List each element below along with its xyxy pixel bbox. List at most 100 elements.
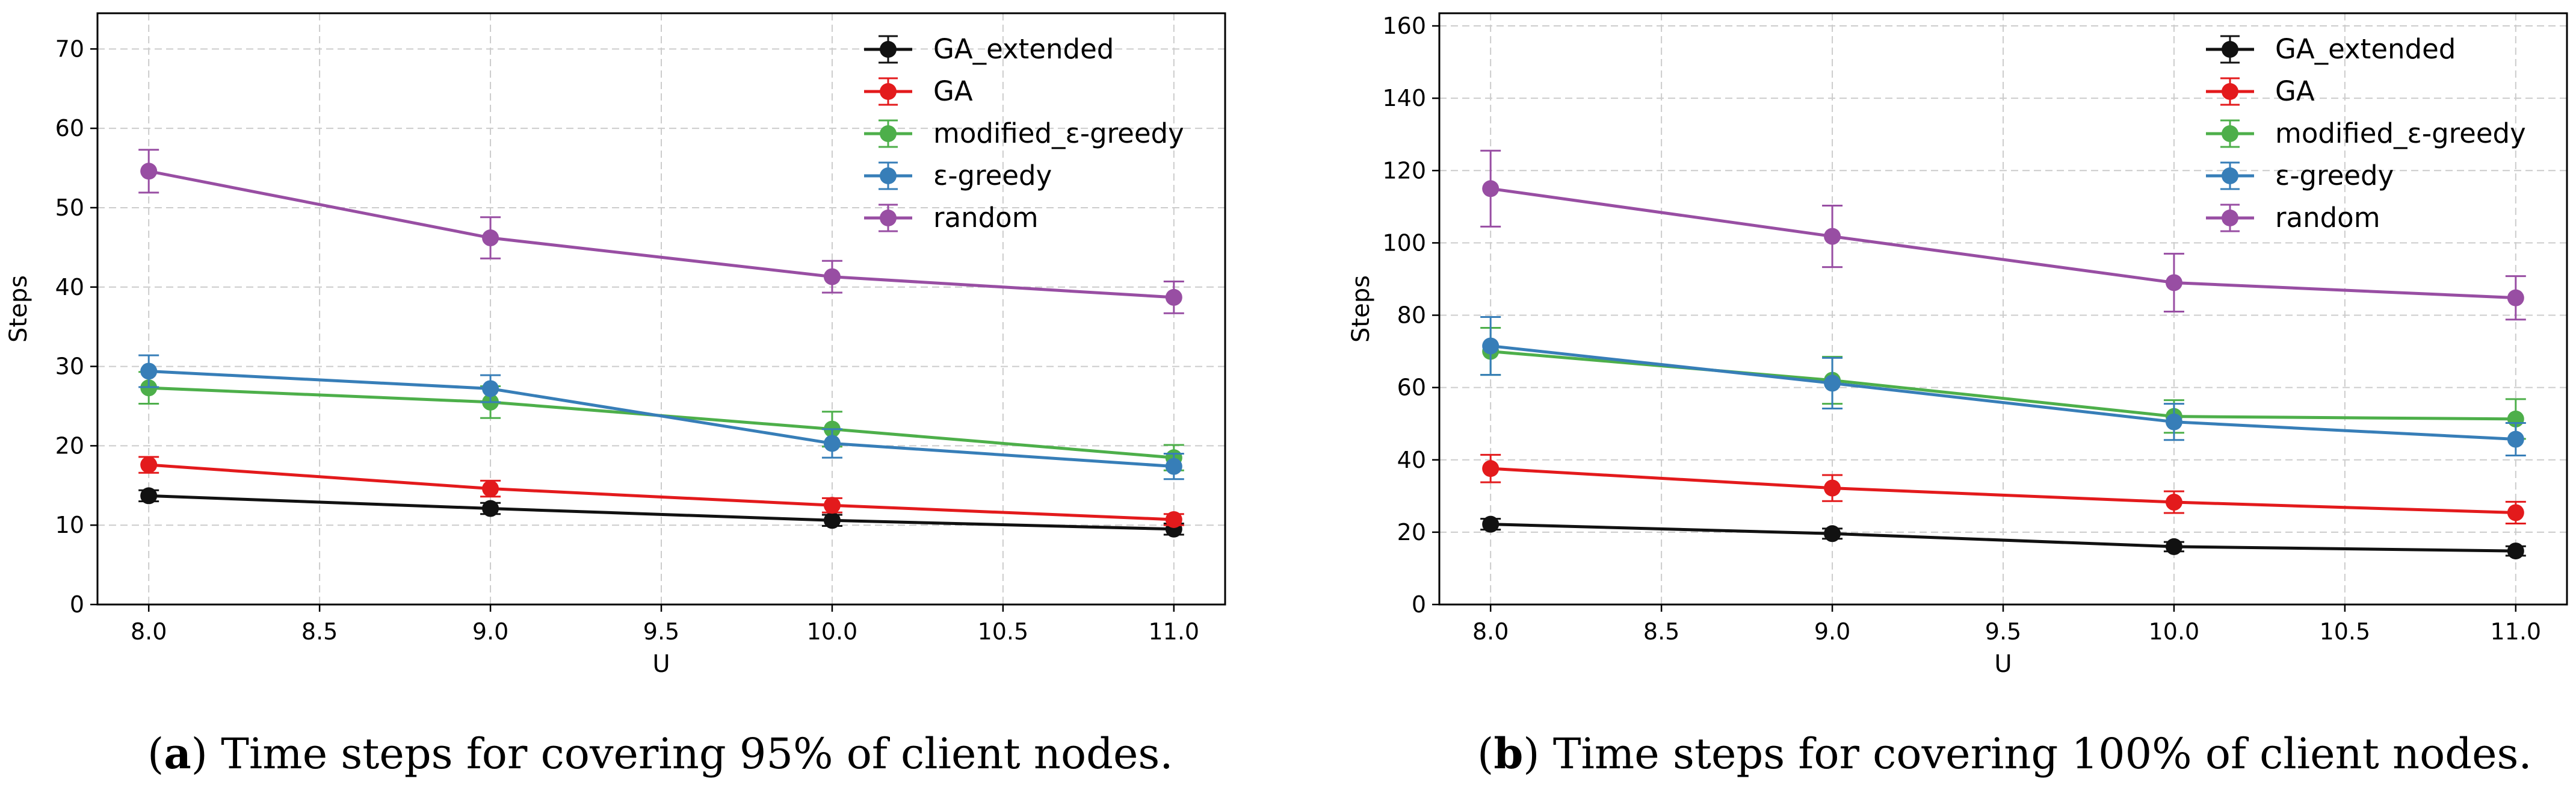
y-tick-label: 0 <box>70 591 84 618</box>
legend-label-ga: GA <box>2275 75 2315 107</box>
data-point <box>823 497 841 514</box>
x-tick-label: 9.0 <box>1814 618 1850 645</box>
plot-frame <box>1438 12 2568 606</box>
y-tick-label: 0 <box>1412 591 1426 618</box>
x-tick-label: 8.0 <box>1472 618 1509 645</box>
y-tick-label: 70 <box>55 36 84 62</box>
x-tick-label: 10.5 <box>2320 618 2371 645</box>
series-line <box>1490 344 2516 441</box>
x-axis-label: U <box>1994 650 2012 678</box>
legend-marker <box>2222 83 2238 100</box>
series-ga-extended <box>1480 515 2526 560</box>
legend-label-random: random <box>2275 202 2380 234</box>
legend-label-ga-extended: GA_extended <box>933 33 1114 65</box>
x-tick-label: 10.5 <box>978 618 1029 645</box>
y-tick-label: 60 <box>1397 375 1426 401</box>
series-line <box>1490 523 2516 553</box>
data-point <box>1824 228 1841 245</box>
data-point <box>823 435 841 452</box>
x-tick-label: 11.0 <box>2491 618 2542 645</box>
data-point <box>2507 542 2524 560</box>
legend-marker <box>880 125 897 142</box>
y-tick-label: 100 <box>1382 229 1426 256</box>
legend-marker <box>2222 167 2238 184</box>
y-tick-label: 140 <box>1382 85 1426 111</box>
plot-frame <box>96 12 1226 606</box>
data-point <box>1824 375 1841 392</box>
y-tick-label: 160 <box>1382 13 1426 39</box>
y-tick-label: 20 <box>1397 519 1426 546</box>
data-point <box>482 380 499 397</box>
x-tick-label: 8.5 <box>1643 618 1679 645</box>
series-line <box>1490 467 2516 514</box>
y-tick-label: 80 <box>1397 302 1426 329</box>
legend-marker <box>880 41 897 58</box>
data-point <box>1165 288 1182 306</box>
y-tick-label: 10 <box>55 512 84 538</box>
series-line <box>149 386 1175 459</box>
legend-marker <box>2222 41 2238 58</box>
legend: GA_extended GA modified_ε-greedy ε-greedy ra… <box>2206 33 2526 234</box>
legend: GA_extended GA modified_ε-greedy ε-greedy ra… <box>864 33 1184 234</box>
x-tick-label: 9.0 <box>472 618 508 645</box>
data-point <box>1482 515 1500 533</box>
x-tick-label: 8.5 <box>301 618 338 645</box>
data-point <box>2507 431 2524 448</box>
data-point <box>1824 525 1841 542</box>
legend-marker <box>2222 125 2238 142</box>
legend-label-modified-greedy: modified_ε-greedy <box>933 117 1184 149</box>
series-random <box>138 149 1184 314</box>
data-point <box>823 268 841 285</box>
series-line <box>149 463 1174 521</box>
data-point <box>482 229 499 247</box>
data-point <box>2165 494 2182 511</box>
legend-label-greedy: ε-greedy <box>2275 160 2394 191</box>
series-line <box>148 169 1174 299</box>
x-tick-label: 10.0 <box>2149 618 2200 645</box>
series-random <box>1480 149 2526 321</box>
y-axis-label: Steps <box>1347 275 1375 343</box>
y-tick-label: 50 <box>55 194 84 221</box>
series-ga <box>1480 453 2526 524</box>
data-point <box>482 480 499 497</box>
y-tick-label: 40 <box>1397 447 1426 473</box>
data-point <box>823 512 841 529</box>
data-point <box>2165 538 2182 555</box>
caption-b-text: Time steps for covering 100% of client n… <box>1552 729 2532 779</box>
x-tick-label: 10.0 <box>807 618 858 645</box>
data-point <box>2165 274 2182 291</box>
x-tick-label: 9.5 <box>643 618 679 645</box>
caption-a-label: a <box>164 729 191 779</box>
data-point <box>2165 413 2182 431</box>
y-tick-label: 20 <box>55 432 84 459</box>
legend-marker <box>880 210 897 226</box>
legend-label-random: random <box>933 202 1039 234</box>
data-point <box>1482 460 1500 477</box>
y-tick-label: 120 <box>1382 157 1426 184</box>
series-line <box>1490 187 2516 300</box>
data-point <box>1165 458 1182 475</box>
series-line <box>149 369 1174 468</box>
data-point <box>140 487 158 505</box>
data-point <box>140 456 158 474</box>
legend-label-modified-greedy: modified_ε-greedy <box>2275 117 2526 149</box>
data-point <box>1482 337 1500 355</box>
data-point <box>140 163 158 180</box>
y-tick-label: 60 <box>55 115 84 141</box>
chart-panel-a: 8.0 8.5 9.0 9.5 10.0 10.5 11.0 0 10 20 30 40 50 60 70 U… <box>5 12 1226 678</box>
y-tick-label: 40 <box>55 274 84 300</box>
data-point <box>1482 180 1500 197</box>
data-point <box>482 500 499 517</box>
caption-b-label: b <box>1493 729 1524 779</box>
chart-panel-b: 8.0 8.5 9.0 9.5 10.0 10.5 11.0 0 20 40 60 80 100 120 1… <box>1347 12 2568 678</box>
y-tick-label: 30 <box>55 353 84 380</box>
data-point <box>2507 289 2524 306</box>
caption-a: (a) Time steps for covering 95% of clien… <box>147 729 1173 779</box>
series-line <box>149 494 1174 531</box>
legend-marker <box>880 167 897 184</box>
legend-label-ga: GA <box>933 75 973 107</box>
data-point <box>1165 511 1182 528</box>
x-tick-label: 9.5 <box>1985 618 2021 645</box>
legend-marker <box>2222 210 2238 226</box>
